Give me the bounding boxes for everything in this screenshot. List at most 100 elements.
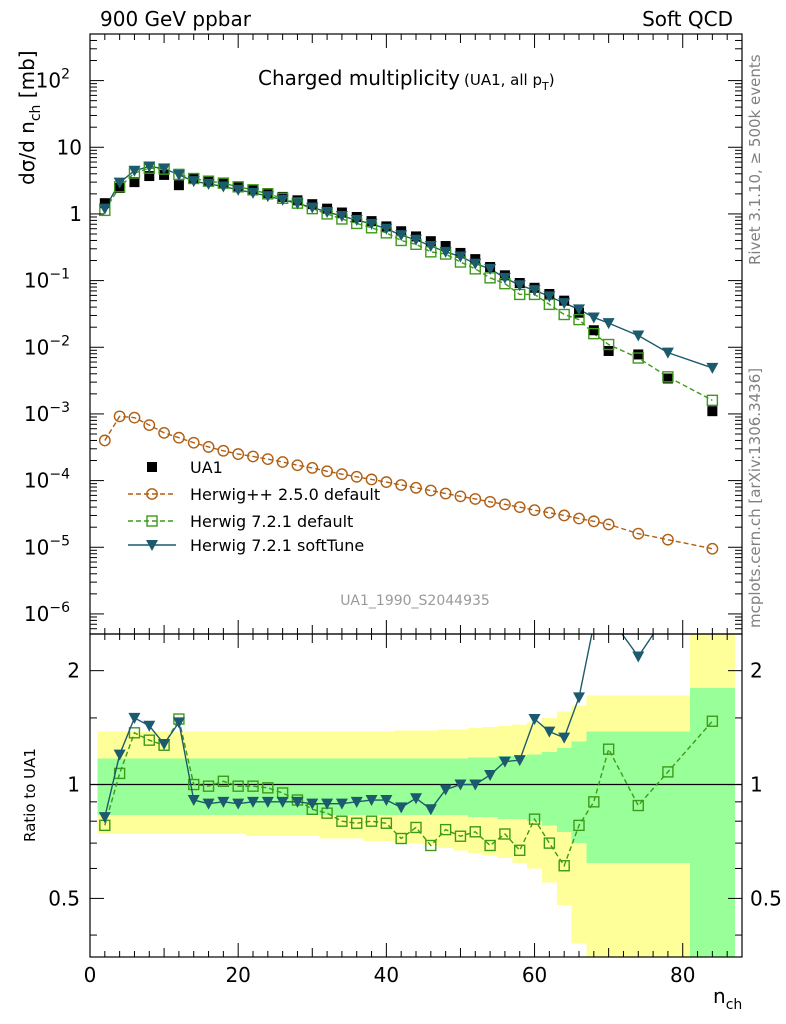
x-tick-label: 20 bbox=[225, 963, 250, 987]
point-herwig-2-5-0-default bbox=[395, 479, 408, 491]
y-tick-base: 10 bbox=[24, 335, 49, 359]
band-green bbox=[527, 754, 543, 822]
ratio-point-herwig-7-2-1-default bbox=[217, 775, 230, 787]
point-herwig-2-5-0-default bbox=[276, 456, 289, 468]
y-tick-base: 10 bbox=[24, 602, 49, 626]
ratio-point-herwig-7-2-1-softtune bbox=[172, 717, 185, 729]
side-label-bottom: mcplots.cern.ch [arXiv:1306.3436] bbox=[746, 368, 764, 628]
point-herwig-2-5-0-default bbox=[558, 509, 571, 522]
ratio-point-herwig-7-2-1-softtune bbox=[321, 798, 334, 810]
ratio-tick-label-left: 2 bbox=[67, 659, 80, 683]
x-tick-label: 80 bbox=[670, 963, 695, 987]
axis-labels: 0 20 40 60 8010210110−110−210−310−410−510−60… bbox=[24, 67, 782, 987]
ratio-point-herwig-7-2-1-default bbox=[588, 796, 600, 808]
point-ua1 bbox=[440, 241, 451, 252]
ratio-point-herwig-7-2-1-default bbox=[188, 778, 200, 791]
point-herwig-2-5-0-default bbox=[513, 501, 526, 514]
point-herwig-2-5-0-default bbox=[232, 448, 245, 460]
ratio-point-herwig-7-2-1-softtune bbox=[469, 779, 482, 791]
y-tick-label: 102 bbox=[36, 67, 70, 93]
legend-label: Herwig 7.2.1 default bbox=[190, 512, 353, 531]
point-herwig-2-5-0-default bbox=[336, 468, 348, 481]
ratio-point-herwig-7-2-1-softtune bbox=[395, 802, 408, 814]
ratio-tick-label-right: 2 bbox=[750, 659, 763, 683]
point-herwig-2-5-0-default bbox=[350, 470, 363, 483]
point-herwig-2-5-0-default bbox=[202, 441, 215, 453]
point-herwig-7-2-1-softtune bbox=[543, 291, 556, 303]
point-ua1 bbox=[707, 406, 718, 417]
band-green bbox=[112, 758, 128, 816]
main-lines bbox=[98, 161, 719, 555]
point-herwig-2-5-0-default bbox=[587, 515, 600, 528]
x-tick-label: 40 bbox=[374, 963, 399, 987]
legend-marker bbox=[146, 540, 158, 551]
point-herwig-2-5-0-default bbox=[321, 465, 333, 478]
band-green bbox=[601, 731, 624, 864]
series-line-herwig-2-5-0-default bbox=[104, 415, 713, 550]
ratio-point-herwig-7-2-1-default bbox=[514, 844, 526, 857]
ratio-point-herwig-7-2-1-softtune bbox=[573, 692, 585, 704]
ratio-point-herwig-7-2-1-default bbox=[351, 817, 363, 829]
ratio-point-herwig-7-2-1-default bbox=[425, 839, 437, 852]
ratio-point-herwig-7-2-1-softtune bbox=[291, 796, 304, 808]
chart-title-main: Charged multiplicity bbox=[258, 66, 460, 90]
band-green bbox=[171, 758, 187, 816]
point-herwig-7-2-1-softtune bbox=[261, 191, 274, 203]
ratio-point-herwig-7-2-1-softtune bbox=[528, 714, 541, 726]
y-tick-base: 10 bbox=[24, 269, 49, 293]
point-herwig-7-2-1-default bbox=[558, 308, 570, 321]
ratio-point-herwig-7-2-1-softtune bbox=[706, 599, 718, 610]
ratio-point-herwig-7-2-1-default bbox=[336, 815, 348, 827]
ratio-point-herwig-7-2-1-softtune bbox=[306, 798, 319, 810]
point-herwig-7-2-1-softtune bbox=[306, 202, 319, 214]
chart-title-suffix-close: ) bbox=[549, 71, 555, 89]
point-herwig-2-5-0-default bbox=[113, 410, 126, 423]
legend-item-herwig-7-2-1-default: Herwig 7.2.1 default bbox=[128, 512, 353, 531]
y-tick-base: 10 bbox=[24, 469, 49, 493]
ratio-point-herwig-7-2-1-softtune bbox=[543, 726, 556, 738]
ratio-tick-label-left: 0.5 bbox=[48, 886, 80, 910]
point-herwig-7-2-1-softtune bbox=[365, 218, 378, 230]
y-axis-title-main: dσ/d n bbox=[15, 121, 39, 185]
point-herwig-7-2-1-softtune bbox=[498, 272, 511, 284]
point-ua1 bbox=[99, 198, 110, 209]
ratio-point-herwig-7-2-1-softtune bbox=[410, 793, 422, 805]
point-herwig-7-2-1-default bbox=[632, 352, 644, 364]
chart-title-suffix-sub: T bbox=[541, 80, 549, 93]
ratio-point-herwig-7-2-1-softtune bbox=[232, 798, 245, 810]
point-ua1 bbox=[129, 177, 140, 188]
header-left: 900 GeV ppbar bbox=[100, 7, 252, 31]
band-green bbox=[127, 758, 143, 816]
point-ua1 bbox=[144, 171, 155, 182]
legend-item-herwig-7-2-1-softtune: Herwig 7.2.1 softTune bbox=[128, 536, 364, 555]
ratio-line-herwig-7-2-1-default bbox=[104, 717, 713, 868]
point-herwig-7-2-1-softtune bbox=[187, 176, 200, 188]
ratio-point-herwig-7-2-1-default bbox=[143, 734, 155, 746]
point-herwig-7-2-1-default bbox=[662, 371, 674, 383]
point-herwig-2-5-0-default bbox=[602, 518, 615, 531]
ratio-point-herwig-7-2-1-softtune bbox=[439, 784, 452, 796]
ratio-tick-label-right: 0.5 bbox=[750, 886, 782, 910]
point-herwig-7-2-1-softtune bbox=[113, 177, 126, 189]
ratio-point-herwig-7-2-1-softtune bbox=[365, 795, 378, 807]
ratio-point-herwig-7-2-1-softtune bbox=[454, 779, 467, 791]
point-herwig-7-2-1-softtune bbox=[380, 223, 393, 235]
point-herwig-2-5-0-default bbox=[424, 484, 437, 497]
y-tick-label: 10−5 bbox=[24, 533, 70, 559]
ratio-point-herwig-7-2-1-default bbox=[262, 782, 274, 794]
band-green bbox=[423, 758, 439, 816]
ratio-point-herwig-7-2-1-default bbox=[602, 743, 615, 755]
point-herwig-2-5-0-default bbox=[528, 504, 541, 517]
point-herwig-7-2-1-softtune bbox=[321, 206, 334, 218]
ratio-point-herwig-7-2-1-softtune bbox=[350, 796, 363, 808]
ratio-point-herwig-7-2-1-default bbox=[558, 860, 570, 872]
ratio-point-herwig-7-2-1-softtune bbox=[424, 804, 437, 816]
ratio-tick-label-left: 1 bbox=[67, 773, 80, 797]
x-tick-label: 60 bbox=[522, 963, 547, 987]
point-herwig-2-5-0-default bbox=[632, 527, 645, 540]
band-green bbox=[482, 757, 498, 818]
point-herwig-7-2-1-softtune bbox=[706, 362, 719, 374]
y-tick-base: 10 bbox=[24, 535, 49, 559]
legend-marker bbox=[146, 488, 158, 500]
point-herwig-2-5-0-default bbox=[128, 411, 141, 424]
